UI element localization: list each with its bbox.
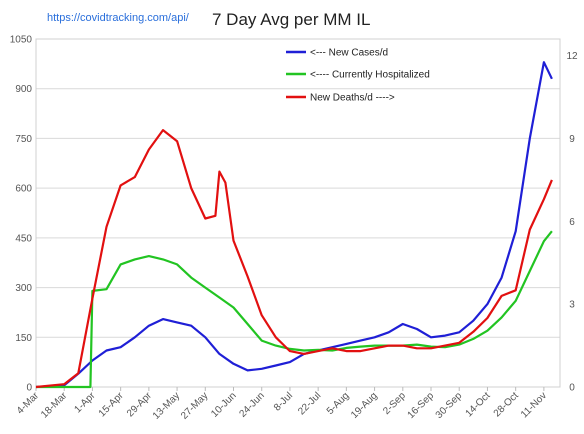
- y-right-tick-label: 12: [566, 51, 578, 62]
- chart-title: 7 Day Avg per MM IL: [212, 10, 370, 29]
- y-right-axis: 0 3 6 9 12: [566, 51, 578, 393]
- y-left-tick-label: 0: [26, 383, 32, 394]
- y-left-tick-label: 600: [15, 184, 32, 195]
- source-url[interactable]: https://covidtracking.com/api/: [47, 12, 190, 24]
- y-right-tick-label: 0: [569, 383, 575, 394]
- y-right-tick-label: 9: [569, 134, 575, 145]
- legend: <--- New Cases/d <---- Currently Hospital…: [286, 48, 430, 104]
- y-left-tick-label: 1050: [10, 35, 33, 46]
- y-left-tick-label: 750: [15, 134, 32, 145]
- legend-label: New Deaths/d ---->: [310, 93, 395, 104]
- y-left-axis: 0 150 300 450 600 750 900 1050: [10, 35, 33, 394]
- legend-label: <--- New Cases/d: [310, 48, 388, 59]
- series-lines: [35, 61, 553, 389]
- series-line-2: [35, 129, 553, 389]
- y-right-tick-label: 3: [569, 300, 575, 311]
- gridlines: [36, 38, 560, 388]
- plot-frame: [35, 38, 561, 388]
- y-left-tick-label: 450: [15, 233, 32, 244]
- y-left-tick-label: 150: [15, 333, 32, 344]
- series-line-1: [36, 230, 553, 389]
- y-right-tick-label: 6: [569, 217, 575, 228]
- y-left-tick-label: 900: [15, 84, 32, 95]
- y-left-tick-label: 300: [15, 283, 32, 294]
- legend-label: <---- Currently Hospitalized: [310, 70, 430, 81]
